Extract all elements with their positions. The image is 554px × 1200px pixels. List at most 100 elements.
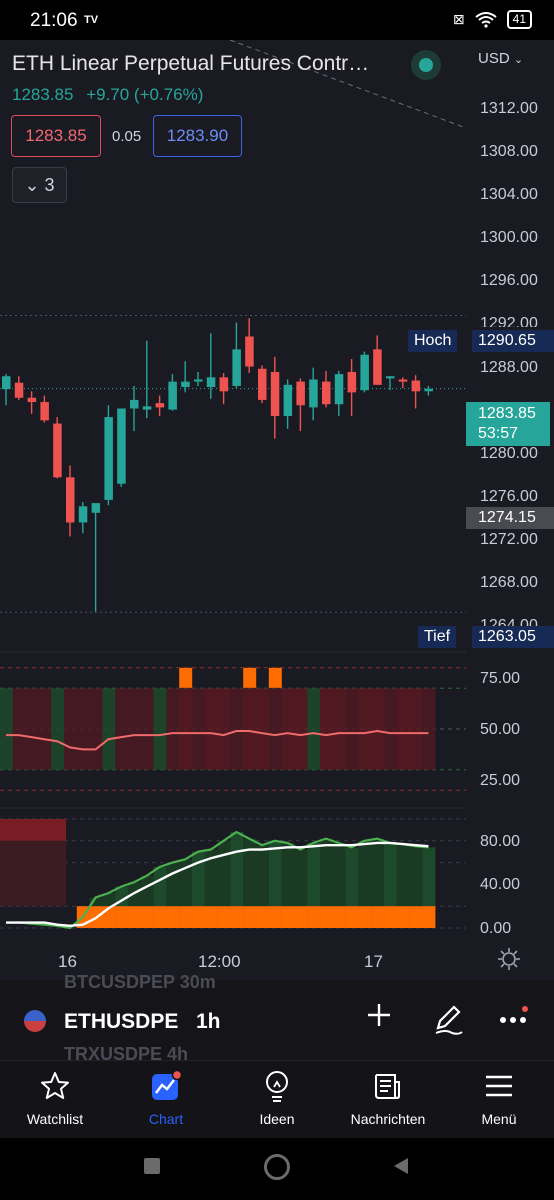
nav-label: Nachrichten [350, 1111, 426, 1127]
nav-chart[interactable]: Chart [111, 1069, 221, 1127]
status-icons: ⊠ 41 [453, 10, 532, 29]
more-options-icon[interactable] [498, 1006, 532, 1028]
stoch-axis-label: 0.00 [480, 920, 512, 937]
stoch-oversold-bar [217, 906, 231, 928]
stoch-area-bar [320, 838, 333, 907]
exchange-flag-icon [24, 1010, 46, 1032]
symbol-title[interactable]: ETH Linear Perpetual Futures Contr… [12, 52, 370, 75]
rsi-axis-label: 25.00 [480, 772, 521, 789]
rsi-bar [384, 688, 397, 770]
candle-body [117, 408, 126, 484]
nav-news[interactable]: Nachrichten [333, 1069, 443, 1127]
time-axis-label: 17 [364, 952, 383, 971]
status-time: 21:06 [30, 10, 78, 31]
stoch-oversold-bar [256, 906, 269, 928]
low-label: Tief [418, 626, 457, 648]
lightbulb-icon [266, 1071, 288, 1102]
stoch-area-bar [217, 840, 231, 907]
nav-watchlist[interactable]: Watchlist [0, 1069, 110, 1127]
plot-background [0, 40, 466, 980]
candle-body [386, 376, 395, 379]
rsi-bar [281, 688, 295, 770]
buy-button[interactable]: 1283.90 [153, 115, 242, 157]
stoch-oversold-bar [332, 906, 346, 928]
trend-line [229, 40, 467, 129]
candle-body [181, 381, 190, 387]
nav-label: Chart [148, 1111, 184, 1127]
add-icon[interactable] [366, 1002, 392, 1028]
candle-body [347, 371, 357, 393]
stoch-oversold-bar [204, 906, 218, 928]
currency-selector[interactable]: USD ⌄ [478, 50, 523, 67]
nav-label: Menü [481, 1111, 517, 1127]
drawing-pen-icon[interactable] [432, 1002, 466, 1036]
stoch-oversold-bar [140, 906, 154, 928]
nav-menu[interactable]: Menü [444, 1069, 554, 1127]
rsi-bar [76, 688, 90, 770]
current-symbol[interactable]: ETHUSDPE [64, 1010, 179, 1033]
rsi-bar [294, 688, 308, 770]
stoch-area-bar [268, 840, 282, 907]
stoch-oversold-bar [179, 906, 193, 928]
stoch-area-bar [179, 859, 193, 907]
price-axis-label: 1300.00 [480, 229, 538, 246]
chart-canvas[interactable] [0, 40, 554, 980]
previous-symbol[interactable]: BTCUSDPEP 30m [64, 972, 216, 990]
sell-button[interactable]: 1283.85 [11, 115, 101, 157]
candle-body [104, 417, 113, 500]
home-button[interactable] [264, 1154, 290, 1180]
settings-icon[interactable] [496, 946, 522, 972]
back-button[interactable] [392, 1156, 410, 1176]
stoch-area-bar [89, 897, 103, 907]
candle-body [424, 388, 433, 392]
candle-body [270, 371, 280, 417]
chart-area[interactable]: ETH Linear Perpetual Futures Contr… 1283… [0, 40, 554, 980]
stoch-area-bar [345, 847, 359, 907]
rsi-bar [179, 688, 193, 770]
rsi-bar [332, 688, 346, 770]
rsi-bar [396, 688, 410, 770]
stoch-oversold-bar [396, 906, 410, 928]
stoch-oversold-bar [115, 906, 129, 928]
stoch-slow-line [6, 841, 429, 928]
stoch-area-bar [166, 862, 180, 907]
rsi-overbought-bar [268, 667, 282, 688]
recent-apps-button[interactable] [144, 1158, 160, 1174]
next-symbol[interactable]: TRXUSDPE 4h [64, 1044, 189, 1060]
stoch-area-bar [332, 842, 346, 907]
rsi-axis-label: 50.00 [480, 721, 521, 738]
timeframe-selector[interactable]: 1h [196, 1010, 221, 1033]
stoch-oversold-bar [268, 906, 282, 928]
symbol-bar[interactable]: BTCUSDPEP 30m ETHUSDPE 1h TRXUSDPE 4h [0, 972, 554, 1060]
high-value: 1290.65 [472, 330, 554, 352]
stoch-area-bar [294, 849, 308, 907]
candle-body [398, 379, 408, 382]
nav-ideas[interactable]: Ideen [222, 1069, 332, 1127]
rsi-bar [25, 688, 39, 770]
rsi-bar [51, 688, 65, 770]
indicators-toggle[interactable]: ⌄ 3 [12, 167, 67, 203]
rsi-bar [89, 688, 103, 770]
market-open-indicator[interactable] [411, 50, 441, 80]
rsi-bar [409, 688, 423, 770]
last-price: 1283.85 [12, 85, 74, 104]
candle-body [142, 406, 152, 410]
rsi-bar [140, 688, 154, 770]
bar-countdown: 53:57 [478, 425, 519, 442]
indicators-count: 3 [44, 175, 55, 195]
price-axis-label: 1272.00 [480, 531, 538, 548]
candle-body [322, 381, 331, 405]
chevron-down-icon: ⌄ [513, 54, 524, 66]
rsi-bar [230, 688, 244, 770]
candle-body [258, 368, 267, 400]
rsi-bar [243, 688, 257, 770]
stoch-area-bar [153, 866, 167, 907]
candle-body [66, 477, 75, 523]
rsi-bar [204, 688, 218, 770]
stoch-area-bar [358, 840, 372, 907]
stoch-area-bar [396, 844, 410, 907]
price-summary: 1283.85 +9.70 (+0.76%) [12, 85, 211, 105]
rsi-bar [64, 688, 77, 770]
candle-body [206, 377, 216, 387]
rsi-bar [192, 688, 205, 770]
